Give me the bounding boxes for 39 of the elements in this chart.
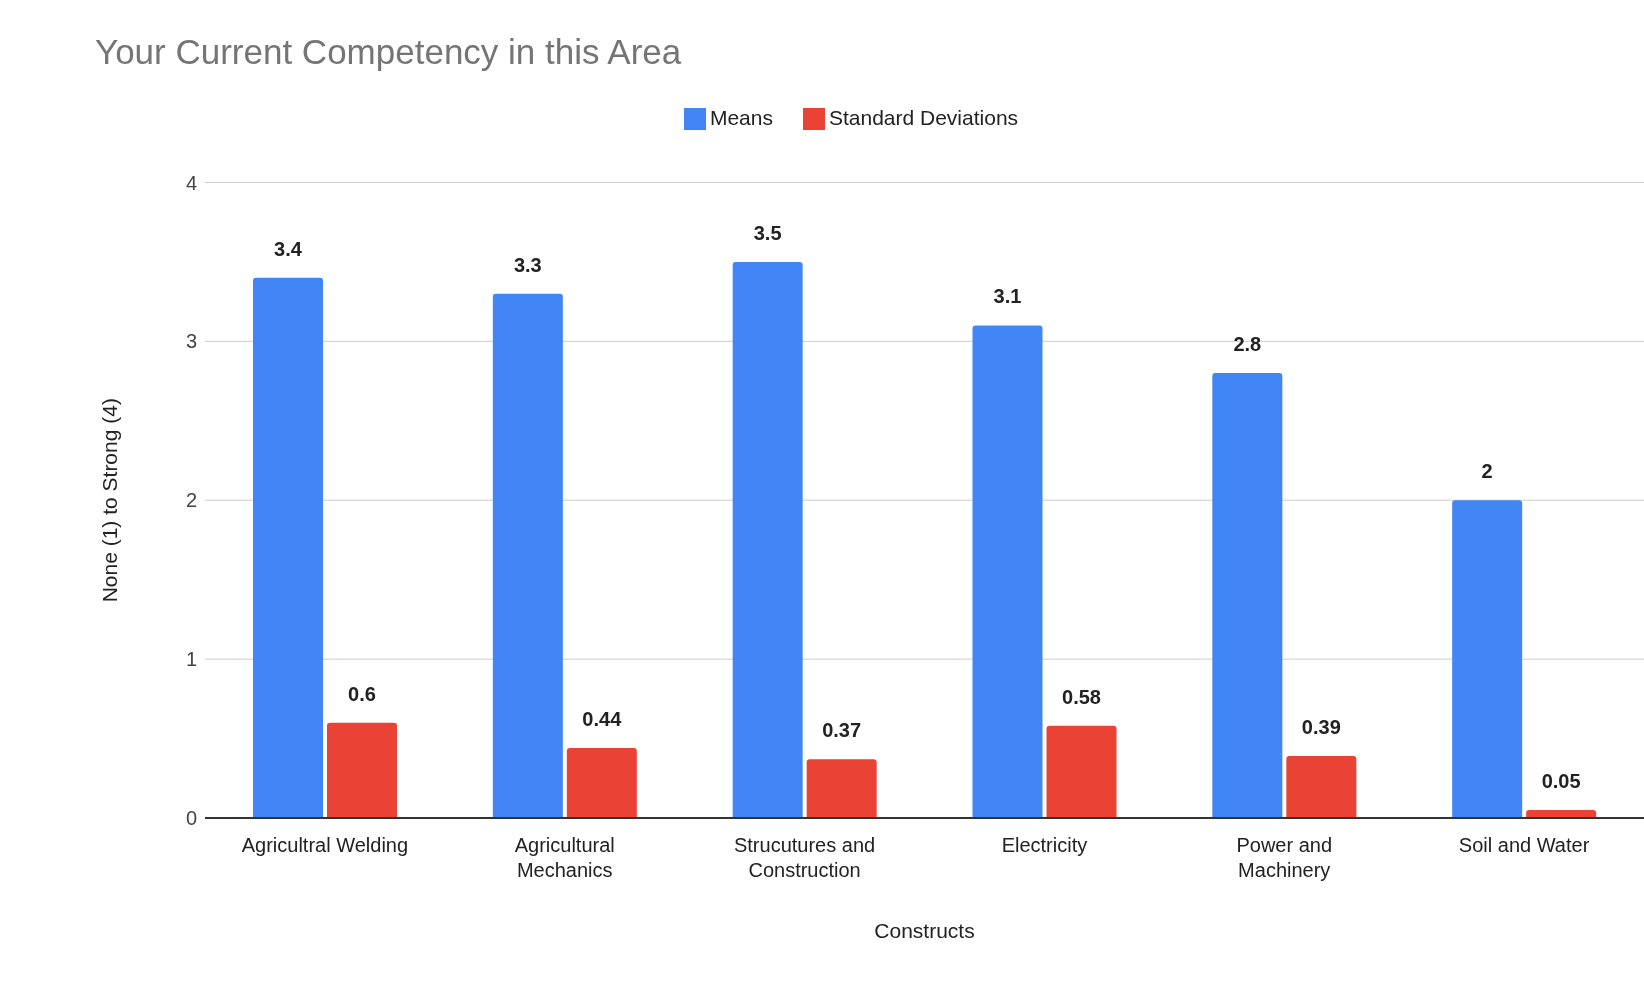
data-label: 0.05 [1541,770,1581,793]
x-tick-label: Strucutures and Construction [733,834,876,881]
bar [1452,500,1523,818]
bar [732,261,803,818]
x-tick-label: Agricultral Welding [241,834,409,856]
bar [566,748,637,818]
data-label: 3.1 [993,285,1022,308]
y-tick-label: 1 [185,648,197,671]
bar [806,759,877,818]
chart-title: Your Current Competency in this Area [95,32,682,72]
data-label: 3.5 [753,221,782,244]
data-label: 0.58 [1062,685,1101,708]
data-label: 2.8 [1233,333,1262,356]
bar [327,722,397,818]
data-label: 2 [1481,460,1493,483]
x-tick-label: Electricity [1001,834,1088,856]
x-axis-title: Constructs [874,919,975,942]
data-label: 3.4 [274,237,303,260]
bar [972,325,1043,818]
bar [253,277,323,818]
bar [1046,725,1117,818]
legend-label: Means [709,106,773,129]
legend-label: Standard Deviations [828,106,1019,129]
y-tick-label: 0 [185,807,197,830]
bar [492,293,563,818]
data-label: 0.44 [582,708,623,731]
data-label: 0.6 [348,682,376,705]
x-tick-label: Soil and Water [1458,834,1590,856]
bar [1286,756,1357,818]
y-axis-title: None (1) to Strong (4) [98,398,122,603]
x-tick-label: Power and Machinery [1236,834,1333,881]
bar [1212,373,1283,818]
y-tick-label: 2 [185,489,197,512]
data-label: 0.37 [822,719,862,742]
y-tick-label: 3 [185,330,197,353]
data-label: 3.3 [513,253,542,276]
x-tick-label: Agricultural Mechanics [514,834,615,881]
y-tick-label: 4 [185,171,197,194]
data-label: 0.39 [1301,716,1341,739]
